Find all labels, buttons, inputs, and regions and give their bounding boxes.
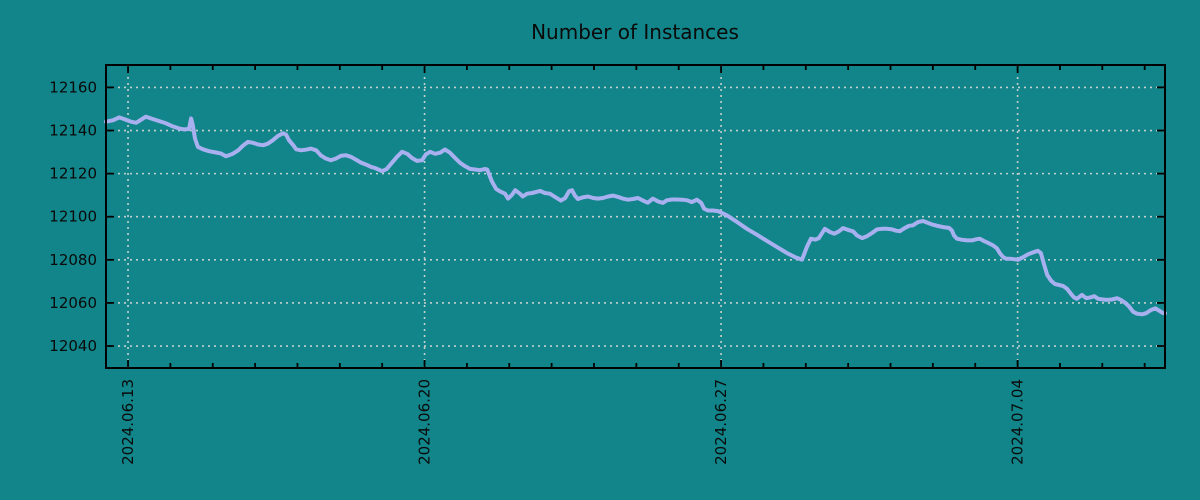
y-tick-label: 12040 — [49, 337, 97, 355]
x-tick-label: 2024.07.04 — [1009, 379, 1027, 465]
y-tick-label: 12160 — [49, 78, 97, 96]
chart-title: Number of Instances — [531, 20, 739, 44]
series-layer — [104, 114, 1167, 317]
x-tick-label: 2024.06.13 — [119, 379, 137, 465]
y-tick-label: 12140 — [49, 122, 97, 140]
y-tick-label: 12100 — [49, 208, 97, 226]
y-tick-label: 12120 — [49, 165, 97, 183]
series-line — [104, 114, 1167, 317]
y-tick-label: 12060 — [49, 294, 97, 312]
y-tick-label: 12080 — [49, 251, 97, 269]
plot-border — [105, 64, 1166, 369]
x-tick-label: 2024.06.20 — [416, 379, 434, 465]
x-tick-label: 2024.06.27 — [712, 379, 730, 465]
axis-labels: 12040 12060 12080 12100 12120 12140 12160 2024.… — [49, 78, 1026, 464]
gridlines — [106, 65, 1165, 368]
